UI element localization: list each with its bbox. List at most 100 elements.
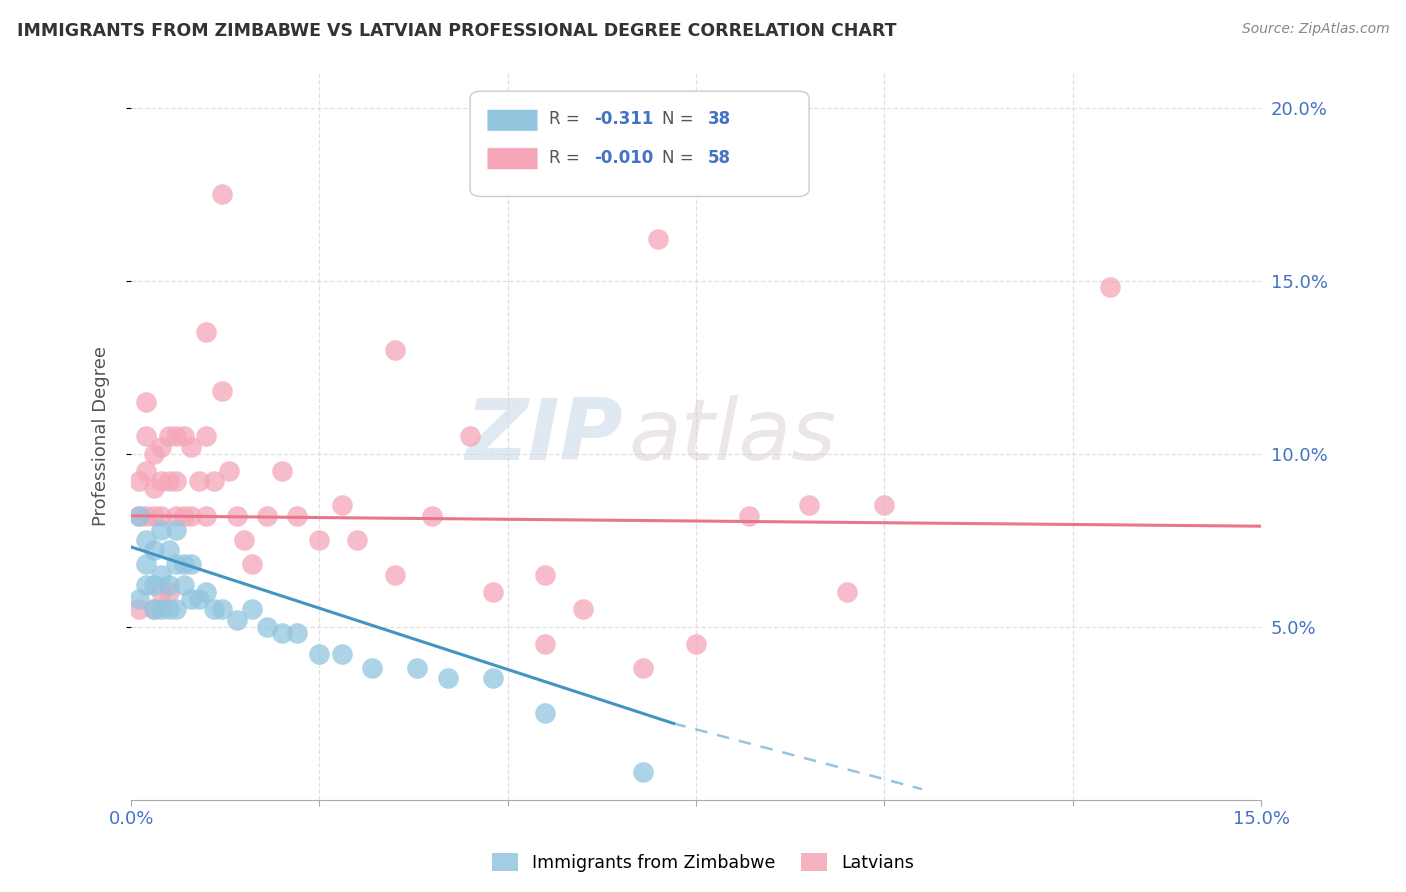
Legend: Immigrants from Zimbabwe, Latvians: Immigrants from Zimbabwe, Latvians bbox=[485, 847, 921, 879]
Point bbox=[150, 474, 173, 488]
Point bbox=[195, 508, 218, 523]
Point bbox=[225, 613, 247, 627]
FancyBboxPatch shape bbox=[486, 110, 538, 131]
Point bbox=[202, 602, 225, 616]
Point bbox=[180, 558, 202, 572]
Point bbox=[128, 591, 150, 606]
Point bbox=[330, 499, 353, 513]
Point bbox=[218, 464, 240, 478]
Text: IMMIGRANTS FROM ZIMBABWE VS LATVIAN PROFESSIONAL DEGREE CORRELATION CHART: IMMIGRANTS FROM ZIMBABWE VS LATVIAN PROF… bbox=[17, 22, 897, 40]
Text: -0.010: -0.010 bbox=[595, 149, 654, 167]
Point bbox=[211, 602, 233, 616]
Point bbox=[180, 440, 202, 454]
Point bbox=[142, 508, 165, 523]
Point bbox=[188, 591, 211, 606]
Point bbox=[256, 619, 278, 633]
Point bbox=[135, 533, 157, 547]
Point bbox=[128, 508, 150, 523]
Point bbox=[128, 602, 150, 616]
Point bbox=[330, 647, 353, 661]
Point bbox=[406, 661, 429, 675]
Point bbox=[384, 343, 406, 357]
Point bbox=[142, 602, 165, 616]
Text: 58: 58 bbox=[707, 149, 730, 167]
Point bbox=[150, 567, 173, 582]
Y-axis label: Professional Degree: Professional Degree bbox=[93, 346, 110, 526]
Point bbox=[128, 508, 150, 523]
Point bbox=[685, 637, 707, 651]
Point bbox=[150, 508, 173, 523]
Point bbox=[142, 446, 165, 460]
Text: 38: 38 bbox=[707, 110, 731, 128]
Point bbox=[128, 474, 150, 488]
FancyBboxPatch shape bbox=[486, 148, 538, 169]
Point bbox=[135, 394, 157, 409]
Point bbox=[157, 543, 180, 558]
Text: ZIP: ZIP bbox=[465, 395, 623, 478]
Point bbox=[135, 558, 157, 572]
Text: atlas: atlas bbox=[628, 395, 837, 478]
Point bbox=[270, 464, 292, 478]
Point bbox=[534, 706, 557, 720]
Point bbox=[873, 499, 896, 513]
Point bbox=[256, 508, 278, 523]
Point bbox=[135, 464, 157, 478]
Text: R =: R = bbox=[550, 110, 585, 128]
Point bbox=[157, 585, 180, 599]
Point bbox=[157, 474, 180, 488]
Point bbox=[180, 591, 202, 606]
Point bbox=[165, 602, 187, 616]
Point bbox=[180, 508, 202, 523]
Point bbox=[458, 429, 481, 443]
Point bbox=[173, 429, 195, 443]
Point bbox=[233, 533, 256, 547]
Point bbox=[165, 474, 187, 488]
Point bbox=[150, 585, 173, 599]
Point bbox=[173, 558, 195, 572]
Point bbox=[142, 481, 165, 495]
Point bbox=[150, 602, 173, 616]
Point bbox=[633, 661, 655, 675]
Point bbox=[240, 558, 263, 572]
Point bbox=[797, 499, 820, 513]
Point bbox=[150, 523, 173, 537]
Point bbox=[1099, 280, 1122, 294]
Point bbox=[240, 602, 263, 616]
Point bbox=[436, 672, 458, 686]
Point bbox=[534, 637, 557, 651]
Point bbox=[142, 578, 165, 592]
Point bbox=[308, 533, 330, 547]
Point bbox=[150, 440, 173, 454]
Point bbox=[157, 429, 180, 443]
Point bbox=[202, 474, 225, 488]
Point bbox=[195, 326, 218, 340]
Point bbox=[165, 523, 187, 537]
Point bbox=[142, 543, 165, 558]
Point bbox=[647, 232, 669, 246]
Point bbox=[285, 626, 308, 640]
Point bbox=[738, 508, 761, 523]
Point bbox=[157, 602, 180, 616]
Point bbox=[481, 672, 503, 686]
Point bbox=[135, 578, 157, 592]
Point bbox=[481, 585, 503, 599]
Point bbox=[633, 764, 655, 779]
Text: R =: R = bbox=[550, 149, 585, 167]
Point bbox=[285, 508, 308, 523]
Point bbox=[270, 626, 292, 640]
Point bbox=[211, 187, 233, 202]
Text: Source: ZipAtlas.com: Source: ZipAtlas.com bbox=[1241, 22, 1389, 37]
Point bbox=[195, 585, 218, 599]
Point bbox=[422, 508, 444, 523]
Point bbox=[835, 585, 858, 599]
Point bbox=[173, 508, 195, 523]
Point bbox=[361, 661, 384, 675]
FancyBboxPatch shape bbox=[470, 91, 808, 196]
Text: N =: N = bbox=[662, 149, 699, 167]
Text: -0.311: -0.311 bbox=[595, 110, 654, 128]
Point bbox=[142, 602, 165, 616]
Point bbox=[225, 508, 247, 523]
Point bbox=[188, 474, 211, 488]
Point bbox=[173, 578, 195, 592]
Point bbox=[135, 508, 157, 523]
